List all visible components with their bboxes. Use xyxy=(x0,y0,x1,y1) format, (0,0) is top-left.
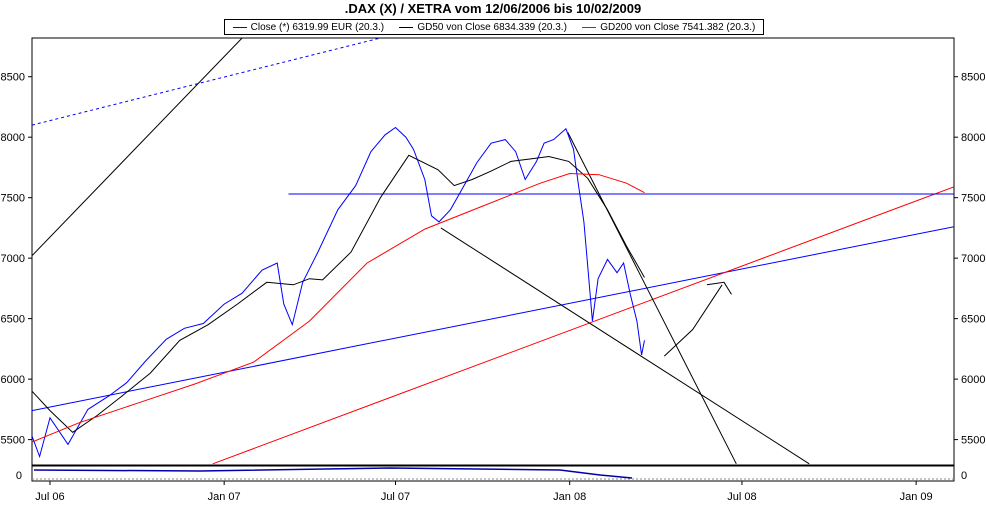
trendline-4 xyxy=(32,38,243,257)
trendline-9 xyxy=(706,281,732,295)
legend-label-close: Close (*) 6319.99 EUR (20.3.) xyxy=(250,21,385,33)
plot-area xyxy=(32,38,954,465)
volume-tick-label-left: 0 xyxy=(16,470,22,482)
y-tick-label-left-6000: 6000 xyxy=(1,374,25,386)
x-tick-label-1: Jul 06 xyxy=(35,491,64,503)
plot-frame xyxy=(31,37,955,482)
legend-item-close: Close (*) 6319.99 EUR (20.3.) xyxy=(232,21,385,33)
x-tick-label-6: Jan 09 xyxy=(900,491,933,503)
legend-label-gd200: GD200 von Close 7541.382 (20.3.) xyxy=(600,21,756,33)
legend-label-gd50: GD50 von Close 6834.339 (20.3.) xyxy=(417,21,567,33)
series-gd200-line xyxy=(32,172,645,443)
y-tick-label-right-8000: 8000 xyxy=(961,132,985,144)
trendline-2 xyxy=(212,186,954,465)
chart-title: .DAX (X) / XETRA vom 12/06/2006 bis 10/0… xyxy=(344,1,642,16)
chart-legend: Close (*) 6319.99 EUR (20.3.) GD50 von C… xyxy=(224,19,764,35)
y-tick-label-left-7500: 7500 xyxy=(1,193,25,205)
y-tick-label-left-8500: 8500 xyxy=(1,72,25,84)
trendline-7 xyxy=(567,132,737,465)
series-close-line xyxy=(32,126,645,459)
volume-line xyxy=(33,467,633,479)
series-gd50-line xyxy=(32,154,645,433)
y-tick-label-left-8000: 8000 xyxy=(1,132,25,144)
y-tick-label-left-6500: 6500 xyxy=(1,314,25,326)
y-tick-label-right-7000: 7000 xyxy=(961,253,985,265)
x-tick-label-4: Jan 08 xyxy=(553,491,586,503)
y-tick-label-left-5500: 5500 xyxy=(1,435,25,447)
legend-item-gd50: GD50 von Close 6834.339 (20.3.) xyxy=(399,22,567,33)
legend-item-gd200: GD200 von Close 7541.382 (20.3.) xyxy=(582,22,755,33)
y-tick-label-right-8500: 8500 xyxy=(961,72,985,84)
x-tick-label-5: Jul 08 xyxy=(727,491,756,503)
x-tick-label-3: Jul 07 xyxy=(381,491,410,503)
x-tick-label-2: Jan 07 xyxy=(208,491,241,503)
legend-swatch-close xyxy=(232,26,247,28)
trendline-6 xyxy=(440,227,810,465)
y-tick-label-right-7500: 7500 xyxy=(961,193,985,205)
trendline-5 xyxy=(32,38,381,126)
volume-tick-label-right: 0 xyxy=(961,470,967,482)
legend-swatch-gd200 xyxy=(582,26,597,28)
trendline-8 xyxy=(663,284,723,357)
y-tick-label-right-5500: 5500 xyxy=(961,435,985,447)
y-tick-label-right-6500: 6500 xyxy=(961,314,985,326)
y-tick-label-right-6000: 6000 xyxy=(961,374,985,386)
trendline-1 xyxy=(32,226,954,412)
y-tick-label-left-7000: 7000 xyxy=(1,253,25,265)
legend-swatch-gd50 xyxy=(399,26,414,28)
